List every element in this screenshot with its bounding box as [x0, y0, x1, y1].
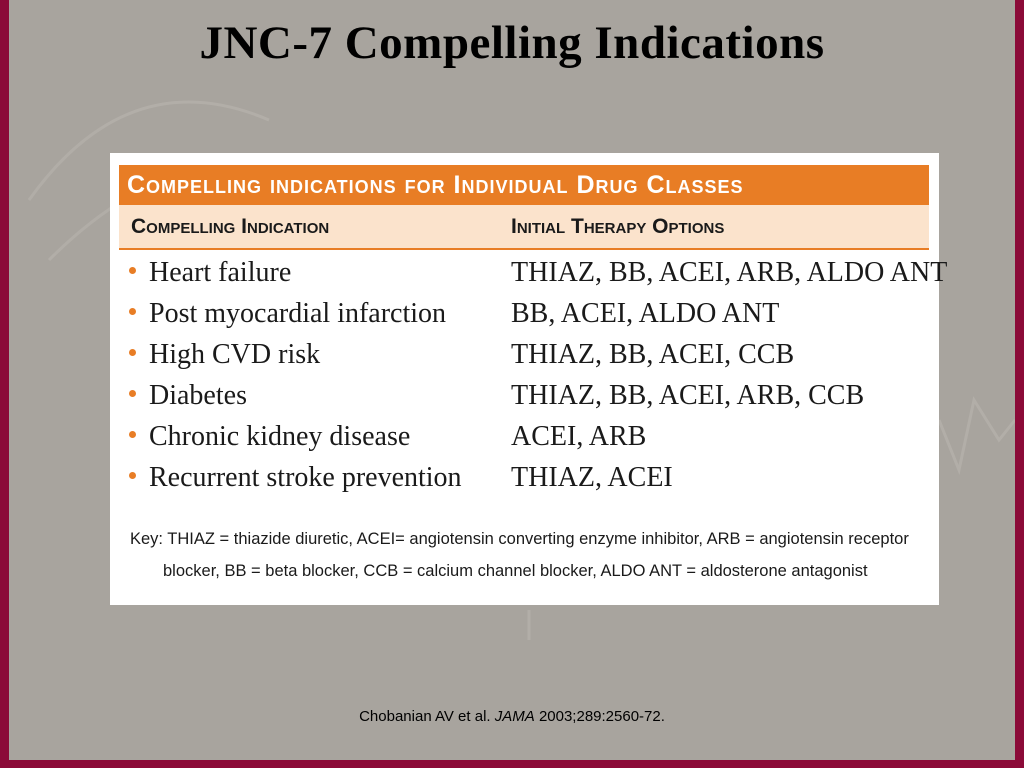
indication-cell: Recurrent stroke prevention [149, 462, 462, 493]
citation-journal: JAMA [494, 708, 535, 725]
therapy-cell: THIAZ, BB, ACEI, CCB [511, 339, 795, 370]
indication-cell: Chronic kidney disease [149, 421, 411, 452]
indication-cell: Post myocardial infarction [149, 298, 447, 329]
column-header-indication: Compelling Indication [131, 215, 330, 238]
indication-cell: Diabetes [149, 380, 247, 411]
citation-reference: 2003;289:2560-72. [538, 708, 665, 725]
table-row: Recurrent stroke prevention THIAZ, ACEI [119, 458, 929, 499]
bullet-icon [129, 472, 136, 479]
table-body: Heart failure THIAZ, BB, ACEI, ARB, ALDO… [119, 253, 947, 499]
table-row: High CVD risk THIAZ, BB, ACEI, CCB [119, 335, 929, 376]
table-row: Post myocardial infarction BB, ACEI, ALD… [119, 294, 929, 335]
citation-authors: Chobanian AV et al. [359, 708, 491, 725]
bullet-icon [129, 431, 136, 438]
slide-title: JNC-7 Compelling Indications [199, 17, 825, 69]
indication-cell: High CVD risk [149, 339, 321, 370]
column-header-therapy: Initial Therapy Options [511, 215, 725, 238]
key-line-2: blocker, BB = beta blocker, CCB = calciu… [163, 562, 868, 580]
citation: Chobanian AV et al. JAMA 2003;289:2560-7… [9, 708, 1015, 725]
slide: JNC-7 Compelling Indications Compelling … [9, 0, 1015, 760]
therapy-cell: THIAZ, BB, ACEI, ARB, CCB [511, 380, 865, 411]
table-row: Chronic kidney disease ACEI, ARB [119, 417, 929, 458]
key-line-1: Key: THIAZ = thiazide diuretic, ACEI= an… [130, 530, 909, 548]
table-image: Compelling indications for Individual Dr… [110, 153, 947, 605]
therapy-cell: THIAZ, ACEI [511, 462, 673, 493]
therapy-cell: BB, ACEI, ALDO ANT [511, 298, 780, 329]
indication-cell: Heart failure [149, 257, 292, 288]
bullet-icon [129, 349, 136, 356]
therapy-cell: ACEI, ARB [511, 421, 647, 452]
table-banner: Compelling indications for Individual Dr… [119, 165, 929, 205]
therapy-cell: THIAZ, BB, ACEI, ARB, ALDO ANT [511, 257, 948, 288]
bullet-icon [129, 267, 136, 274]
table-row: Diabetes THIAZ, BB, ACEI, ARB, CCB [119, 376, 929, 417]
abbreviation-key: Key: THIAZ = thiazide diuretic, ACEI= an… [130, 523, 930, 587]
bullet-icon [129, 390, 136, 397]
column-header-row: Compelling Indication Initial Therapy Op… [119, 205, 929, 250]
table-row: Heart failure THIAZ, BB, ACEI, ARB, ALDO… [119, 253, 947, 294]
bullet-icon [129, 308, 136, 315]
